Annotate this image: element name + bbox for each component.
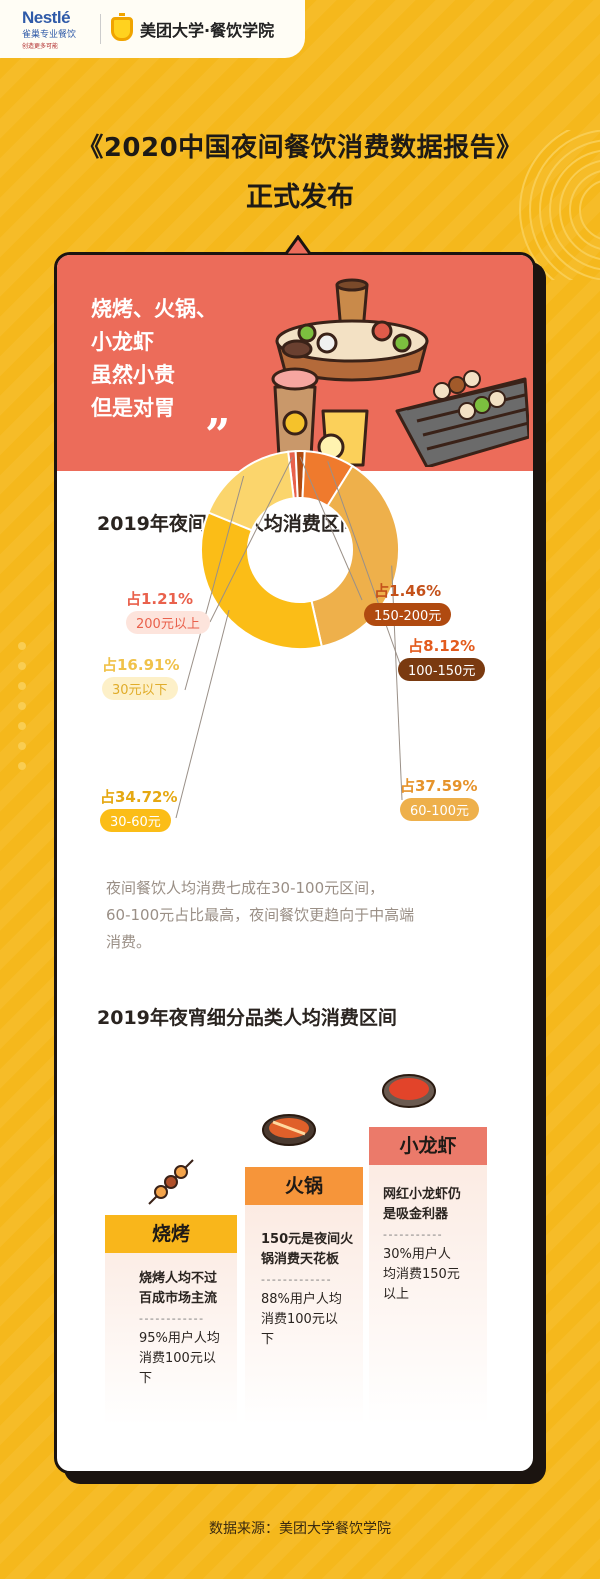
category-detail-crayfish: 网红小龙虾仍 是吸金利器 - - - - - - - - - - - 30%用户… [383,1185,461,1305]
slice-percent: 占37.59% [400,777,478,795]
grill-plate-icon [262,1114,316,1146]
decorative-dots [18,642,26,770]
main-card: 烧烤、火锅、 小龙虾 虽然小贵 但是对胃 ” [54,252,536,1474]
slice-label-150-200: 占1.46% 150-200元 [364,580,452,626]
partner-name: 美团大学·餐饮学院 [140,21,275,40]
stat-line: 88%用户人均 [261,1292,342,1307]
header-divider [100,14,101,44]
slice-percent: 占16.91% [102,656,180,674]
hero-banner: 烧烤、火锅、 小龙虾 虽然小贵 但是对胃 ” [57,255,533,471]
slice-range: 30元以下 [102,677,178,700]
headline-line: 网红小龙虾仍 [383,1187,462,1202]
stat-line: 消费100元以 [261,1312,338,1327]
hero-line: 小龙虾 [91,330,154,354]
decorative-arcs [519,130,600,280]
slice-label-under30: 占16.91% 30元以下 [102,654,179,700]
slice-percent: 占34.72% [100,788,178,806]
food-illustration [271,278,529,467]
stat-line: 均消费150元 [383,1267,460,1282]
section2-title: 2019年夜宵细分品类人均消费区间 [97,1007,397,1029]
slice-range: 150-200元 [364,603,452,626]
step-hotpot [245,1187,363,1425]
data-source: 数据来源：美团大学餐饮学院 [209,1521,391,1537]
slice-percent: 占1.46% [374,582,442,600]
donut-slice-4 [200,511,324,650]
nestle-slogan: 创造更多可能 [22,43,59,50]
category-name: 火锅 [245,1167,363,1205]
dash-divider: - - - - - - - - - - - - [139,1312,203,1325]
hero-line: 虽然小贵 [91,363,175,387]
category-name: 小龙虾 [369,1127,487,1165]
nestle-name: Nestlé [22,8,71,27]
hero-line: 但是对胃 [91,396,175,420]
slice-range: 60-100元 [400,798,480,821]
category-detail-bbq: 烧烤人均不过 百成市场主流 - - - - - - - - - - - - 95… [139,1269,220,1389]
slice-range: 100-150元 [398,658,486,681]
slice-label-200plus: 占1.21% 200元以上 [126,588,210,634]
step-crayfish [369,1135,487,1425]
category-detail-hotpot: 150元是夜间火 锅消费天花板 - - - - - - - - - - - - … [261,1230,353,1350]
crayfish-plate-icon [382,1074,436,1108]
section1-description: 夜间餐饮人均消费七成在30-100元区间， 60-100元占比最高，夜间餐饮更趋… [106,875,516,956]
slice-label-30-60: 占34.72% 30-60元 [100,786,177,832]
slice-percent: 占8.12% [408,637,476,655]
quote-mark: ” [205,410,231,461]
report-title: 《2020中国夜间餐饮消费数据报告》 [77,133,523,163]
slice-label-100-150: 占8.12% 100-150元 [398,635,486,681]
stat-line: 30%用户人 [383,1247,451,1262]
header-bar: Nestlé 雀巢专业餐饮 创造更多可能 美团大学·餐饮学院 [0,0,305,58]
headline-line: 烧烤人均不过 [139,1271,218,1286]
stat-line: 以上 [383,1287,410,1302]
stat-line: 下 [139,1371,153,1386]
meituan-bag-icon [111,13,133,41]
stat-line: 下 [261,1332,275,1347]
skewer-icon [148,1159,194,1205]
hero-line: 烧烤、火锅、 [91,297,217,321]
slice-range: 200元以上 [126,611,210,634]
nestle-logo: Nestlé 雀巢专业餐饮 创造更多可能 [22,8,92,50]
slice-percent: 占1.21% [126,590,194,608]
headline-line: 150元是夜间火 [261,1232,354,1247]
headline-line: 是吸金利器 [383,1207,449,1222]
nestle-cn-name: 雀巢专业餐饮 [22,30,77,40]
slice-label-60-100: 占37.59% 60-100元 [400,775,480,821]
slice-range: 30-60元 [100,809,171,832]
dash-divider: - - - - - - - - - - - - - [261,1273,331,1286]
dash-divider: - - - - - - - - - - - [383,1228,442,1241]
stat-line: 消费100元以 [139,1351,216,1366]
description-line: 夜间餐饮人均消费七成在30-100元区间， [106,879,385,897]
card-notch [285,235,311,255]
hero-slogan: 烧烤、火锅、 小龙虾 虽然小贵 但是对胃 [91,293,217,425]
donut-slice-5 [207,450,295,532]
description-line: 消费。 [106,933,152,951]
category-name: 烧烤 [105,1215,237,1253]
description-line: 60-100元占比最高，夜间餐饮更趋向于中高端 [106,906,415,924]
stat-line: 95%用户人均 [139,1331,220,1346]
report-subtitle: 正式发布 [246,182,354,213]
headline-line: 百成市场主流 [139,1291,218,1306]
headline-line: 锅消费天花板 [261,1252,340,1267]
